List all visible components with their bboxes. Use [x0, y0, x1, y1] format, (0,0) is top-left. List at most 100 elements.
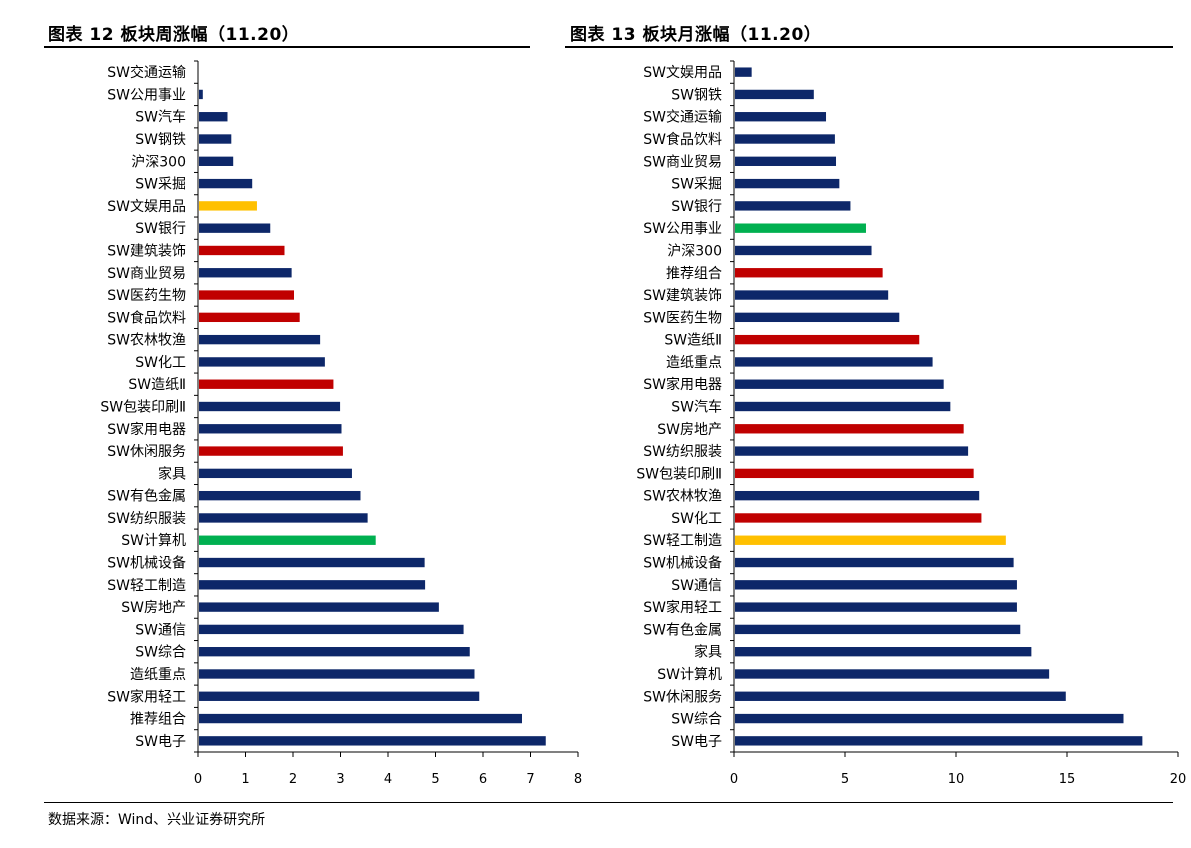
weekly-bar [199, 379, 334, 389]
weekly-bar [199, 424, 342, 434]
weekly-x-tick-label: 5 [431, 772, 439, 787]
monthly-bar [735, 245, 872, 256]
weekly-category-label: SW汽车 [135, 109, 186, 126]
monthly-bar [735, 134, 835, 144]
monthly-category-label: SW文娱用品 [643, 65, 722, 81]
weekly-bar [199, 178, 253, 189]
weekly-bar [199, 669, 475, 679]
monthly-x-tick-label: 20 [1170, 772, 1187, 787]
weekly-category-label: SW银行 [135, 221, 186, 237]
weekly-category-label: SW医药生物 [107, 288, 186, 304]
monthly-category-label: SW机械设备 [643, 555, 722, 572]
monthly-bar [735, 490, 980, 501]
monthly-category-label: SW食品饮料 [643, 131, 722, 148]
monthly-bar [735, 357, 933, 367]
weekly-bar [199, 736, 546, 746]
monthly-category-label: SW轻工制造 [643, 533, 722, 549]
weekly-category-label: SW电子 [135, 734, 186, 750]
monthly-category-label: SW采掘 [671, 177, 722, 193]
monthly-category-label: SW造纸Ⅱ [664, 333, 722, 349]
monthly-bar [735, 223, 866, 233]
monthly-bar [735, 513, 982, 523]
monthly-bar [735, 535, 1006, 545]
monthly-category-label: SW商业贸易 [643, 154, 722, 170]
monthly-category-label: SW汽车 [671, 399, 722, 416]
weekly-bar [199, 134, 232, 144]
monthly-bar [735, 334, 920, 345]
monthly-bar [735, 112, 827, 122]
monthly-category-label: SW家用电器 [643, 376, 722, 393]
right-title-rule [565, 46, 1173, 48]
weekly-category-label: SW造纸Ⅱ [128, 377, 186, 393]
monthly-category-label: SW纺织服装 [643, 444, 722, 460]
data-source-note: 数据来源：Wind、兴业证券研究所 [48, 812, 266, 828]
monthly-bar [735, 736, 1143, 746]
monthly-category-label: SW计算机 [657, 667, 722, 683]
monthly-category-label: SW化工 [671, 511, 722, 527]
weekly-x-tick-label: 8 [574, 772, 582, 787]
monthly-x-tick-label: 10 [948, 772, 965, 787]
weekly-category-label: SW房地产 [121, 600, 186, 616]
monthly-bar [735, 602, 1017, 612]
monthly-bar [735, 580, 1017, 590]
monthly-bar [735, 713, 1124, 724]
weekly-category-label: SW有色金属 [107, 488, 186, 505]
weekly-bar [199, 557, 425, 568]
weekly-bar [199, 713, 522, 724]
monthly-bar [735, 67, 752, 77]
weekly-bar [199, 201, 257, 211]
weekly-bar [199, 357, 325, 367]
weekly-category-label: SW计算机 [121, 533, 186, 549]
weekly-x-tick-label: 2 [289, 772, 297, 787]
monthly-bar [735, 268, 883, 278]
weekly-bar [199, 334, 321, 345]
weekly-bar [199, 268, 292, 278]
monthly-x-tick-label: 5 [841, 772, 849, 787]
weekly-bar [199, 312, 300, 323]
weekly-x-tick-label: 1 [241, 772, 249, 787]
monthly-category-label: 造纸重点 [666, 355, 722, 371]
monthly-bar [735, 624, 1021, 635]
monthly-bar [735, 178, 840, 189]
monthly-category-label: 沪深300 [667, 243, 722, 259]
footer-rule [44, 802, 1173, 803]
weekly-bar [199, 691, 480, 701]
left-title-rule [44, 46, 530, 48]
monthly-category-label: SW休闲服务 [643, 689, 722, 705]
weekly-bar [199, 490, 361, 501]
weekly-category-label: 家具 [158, 465, 186, 482]
left-chart-title: 图表 12 板块周涨幅（11.20） [48, 25, 300, 45]
weekly-bar [199, 446, 343, 456]
weekly-category-label: SW纺织服装 [107, 511, 186, 527]
weekly-category-label: SW综合 [135, 645, 186, 661]
weekly-category-label: SW建筑装饰 [107, 243, 186, 259]
weekly-x-tick-label: 7 [526, 772, 534, 787]
monthly-category-label: SW包装印刷Ⅱ [636, 466, 722, 482]
monthly-bar [735, 312, 900, 323]
monthly-bar [735, 446, 969, 456]
weekly-x-tick-label: 6 [479, 772, 487, 787]
weekly-bar [199, 624, 464, 635]
weekly-bar [199, 602, 439, 612]
weekly-category-label: 造纸重点 [130, 667, 186, 683]
monthly-category-label: SW电子 [671, 734, 722, 750]
weekly-category-label: SW农林牧渔 [107, 333, 186, 349]
monthly-x-tick-label: 15 [1059, 772, 1076, 787]
weekly-bar [199, 468, 352, 479]
weekly-category-label: SW通信 [135, 622, 186, 638]
monthly-category-label: SW公用事业 [643, 221, 722, 237]
monthly-bar [735, 691, 1066, 701]
monthly-category-label: SW建筑装饰 [643, 288, 722, 304]
weekly-bar [199, 112, 228, 122]
weekly-category-label: 沪深300 [131, 154, 186, 170]
monthly-bar [735, 669, 1050, 679]
monthly-category-label: SW房地产 [657, 422, 722, 438]
monthly-x-tick-label: 0 [730, 772, 738, 787]
weekly-category-label: SW商业贸易 [107, 266, 186, 282]
monthly-bar [735, 379, 944, 389]
weekly-bar [199, 223, 271, 233]
weekly-category-label: SW家用电器 [107, 421, 186, 438]
monthly-category-label: SW有色金属 [643, 621, 722, 638]
monthly-bar [735, 401, 951, 412]
weekly-category-label: SW钢铁 [135, 132, 186, 148]
